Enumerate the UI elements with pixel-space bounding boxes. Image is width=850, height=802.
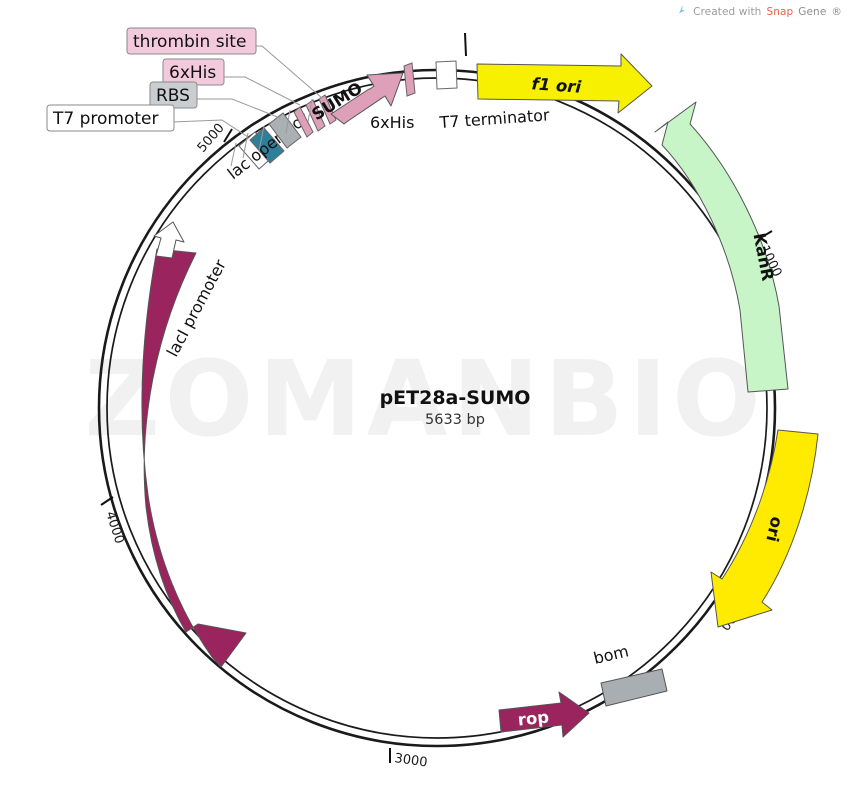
- callout-6xhis-label: 6xHis: [169, 63, 216, 83]
- feature-ori[interactable]: ori: [710, 429, 819, 628]
- feature-rbs[interactable]: [268, 112, 302, 149]
- rop-label: rop: [517, 707, 550, 729]
- feature-6xhis-left[interactable]: [293, 106, 314, 138]
- callout-thrombin-site-label: thrombin site: [133, 32, 246, 52]
- tick-4000-label: 4000: [102, 510, 126, 546]
- callout-t7-promoter[interactable]: T7 promoter: [46, 104, 175, 132]
- plasmid-title: pET28a-SUMO: [380, 387, 531, 409]
- feature-kanr[interactable]: KanR: [654, 101, 789, 393]
- plasmid-size: 5633 bp: [425, 412, 485, 428]
- callout-thrombin-site[interactable]: thrombin site: [126, 27, 257, 55]
- callout-rbs-label: RBS: [156, 86, 190, 106]
- feature-linker-sliver[interactable]: [318, 94, 337, 125]
- credit-prefix: Created with: [693, 5, 762, 18]
- feature-rop[interactable]: rop: [498, 691, 590, 738]
- tick-3000: 3000: [389, 748, 428, 771]
- bom-label: bom: [592, 641, 631, 668]
- callout-t7-promoter-label: T7 promoter: [52, 109, 159, 129]
- feature-6xhis-right[interactable]: 6xHis: [370, 62, 416, 132]
- callout-6xhis[interactable]: 6xHis: [162, 58, 225, 86]
- 6xhis-right-label: 6xHis: [370, 113, 414, 132]
- credit-brand-second: Gene: [798, 5, 827, 18]
- snapgene-logo-icon: [676, 4, 688, 19]
- origin-tick: [464, 32, 467, 57]
- credit-trademark: ®: [831, 5, 842, 18]
- f1-ori-label: f1 ori: [531, 74, 582, 96]
- tick-5000: 5000: [195, 121, 233, 156]
- t7-terminator-label: T7 terminator: [438, 105, 551, 132]
- callout-rbs[interactable]: RBS: [149, 81, 198, 109]
- tick-5000-label: 5000: [195, 121, 228, 156]
- watermark-text: ZOMANBIO: [84, 338, 765, 460]
- snapgene-credit: Created with Snap Gene ®: [676, 4, 842, 19]
- feature-laci[interactable]: lacI: [120, 248, 247, 668]
- credit-brand-first: Snap: [766, 5, 794, 18]
- tick-3000-label: 3000: [393, 751, 428, 770]
- laci-label: lacI: [120, 449, 142, 484]
- feature-f1-ori[interactable]: f1 ori: [476, 53, 653, 114]
- feature-bom[interactable]: bom: [592, 641, 668, 707]
